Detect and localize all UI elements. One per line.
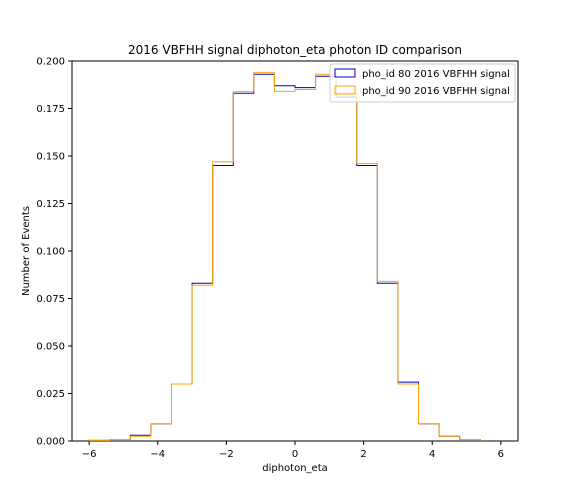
series-2-bin <box>295 90 316 442</box>
x-tick-label: −4 <box>150 449 165 460</box>
series-2-bin <box>398 384 419 441</box>
series-2-bin <box>130 436 151 441</box>
series-1-bin <box>439 436 460 441</box>
series-2-bin <box>316 74 337 441</box>
legend-swatch-series-1 <box>334 68 356 78</box>
series-2-bin <box>274 91 295 441</box>
series-1-bin <box>171 384 192 441</box>
series-1-bin <box>233 93 254 441</box>
series-1-bin <box>213 166 234 442</box>
series-1 <box>88 73 481 442</box>
series-2-bin <box>213 162 234 441</box>
series-2-bin <box>357 164 378 441</box>
series-2-bin <box>192 285 213 441</box>
series-1-bin <box>295 88 316 441</box>
y-tick-label: 0.000 <box>36 437 65 448</box>
x-tick-label: 2 <box>360 449 366 460</box>
series-1-bin <box>192 283 213 441</box>
x-axis-label: diphoton_eta <box>262 463 328 474</box>
y-tick-label: 0.150 <box>36 152 65 163</box>
series-1-bin <box>316 76 337 441</box>
series-2-bin <box>336 93 357 441</box>
series-1-bin <box>336 97 357 441</box>
legend-label-series-2: pho_id 90 2016 VBFHH signal <box>362 86 510 97</box>
series-2-bin <box>439 436 460 441</box>
y-tick-label: 0.200 <box>36 57 65 68</box>
y-axis-label: Number of Events <box>21 206 32 296</box>
series-2-bin <box>233 91 254 441</box>
x-tick-label: 6 <box>498 449 504 460</box>
y-tick-label: 0.100 <box>36 247 65 258</box>
series-layer <box>88 71 481 442</box>
chart-title: 2016 VBFHH signal diphoton_eta photon ID… <box>128 43 462 57</box>
series-2-bin <box>254 72 275 441</box>
series-1-bin <box>151 424 172 441</box>
legend-swatch-series-2 <box>334 85 356 95</box>
series-2 <box>88 71 481 442</box>
y-tick-label: 0.125 <box>36 199 65 210</box>
x-axis-ticks: −6 −4 −2 0 2 4 6 <box>82 441 504 460</box>
x-tick-label: −6 <box>82 449 97 460</box>
series-1-bin <box>398 382 419 441</box>
plot-frame <box>71 60 519 442</box>
series-1-bin <box>274 86 295 441</box>
series-1-bin <box>419 424 440 441</box>
y-axis-ticks: 0.000 0.025 0.050 0.075 0.100 0.125 0.150 0.175… <box>36 57 72 448</box>
x-tick-label: 4 <box>429 449 435 460</box>
series-2-bin <box>151 424 172 441</box>
y-tick-label: 0.050 <box>36 342 65 353</box>
series-1-bin <box>254 74 275 441</box>
series-2-bin <box>377 281 398 441</box>
legend-label-series-1: pho_id 80 2016 VBFHH signal <box>362 69 510 80</box>
series-2-line <box>88 71 481 441</box>
y-tick-label: 0.075 <box>36 294 65 305</box>
series-1-bin <box>357 166 378 442</box>
x-tick-label: −2 <box>219 449 234 460</box>
series-2-bin <box>171 384 192 441</box>
legend: pho_id 80 2016 VBFHH signal pho_id 90 20… <box>329 63 516 103</box>
legend-box <box>329 63 516 103</box>
y-tick-label: 0.025 <box>36 389 65 400</box>
series-1-bin <box>377 283 398 441</box>
series-1-line <box>88 73 481 441</box>
series-2-bin <box>419 424 440 441</box>
y-tick-label: 0.175 <box>36 104 65 115</box>
x-tick-label: 0 <box>292 449 298 460</box>
